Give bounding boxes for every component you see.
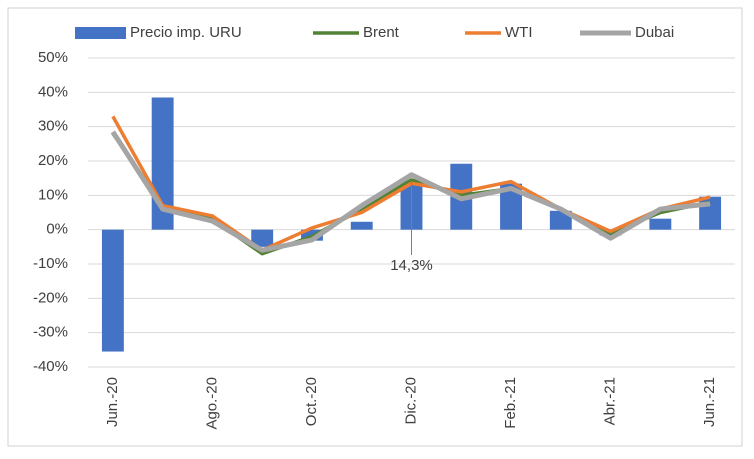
y-tick-label: 10% (38, 186, 68, 203)
y-tick-label: 50% (38, 49, 68, 66)
legend-label: Dubai (635, 24, 674, 41)
bar (649, 218, 672, 230)
bar (500, 183, 522, 230)
y-tick-label: -10% (33, 255, 68, 272)
bar (699, 196, 722, 230)
x-tick-label: Feb.-21 (502, 377, 519, 429)
bar (350, 221, 373, 230)
legend-label: Precio imp. URU (130, 24, 242, 41)
x-tick-label: Abr.-21 (602, 377, 619, 425)
y-tick-label: 0% (46, 221, 68, 238)
y-tick-label: -30% (33, 324, 68, 341)
legend-label: Brent (363, 24, 400, 41)
legend-label: WTI (505, 24, 533, 41)
y-tick-label: 40% (38, 83, 68, 100)
y-tick-label: 20% (38, 152, 68, 169)
y-tick-label: -40% (33, 358, 68, 375)
bar (251, 229, 274, 247)
bar (101, 229, 124, 352)
x-tick-label: Jun.-21 (701, 377, 718, 427)
x-tick-label: Jun.-20 (104, 377, 121, 427)
line (110, 130, 711, 253)
data-label: 14,3% (390, 257, 433, 274)
legend-swatch (75, 27, 126, 39)
x-tick-label: Dic.-20 (402, 377, 419, 425)
y-tick-label: -20% (33, 289, 68, 306)
x-tick-label: Ago.-20 (203, 377, 220, 430)
bar (549, 210, 572, 230)
y-tick-label: 30% (38, 118, 68, 135)
x-tick-label: Oct.-20 (303, 377, 320, 426)
